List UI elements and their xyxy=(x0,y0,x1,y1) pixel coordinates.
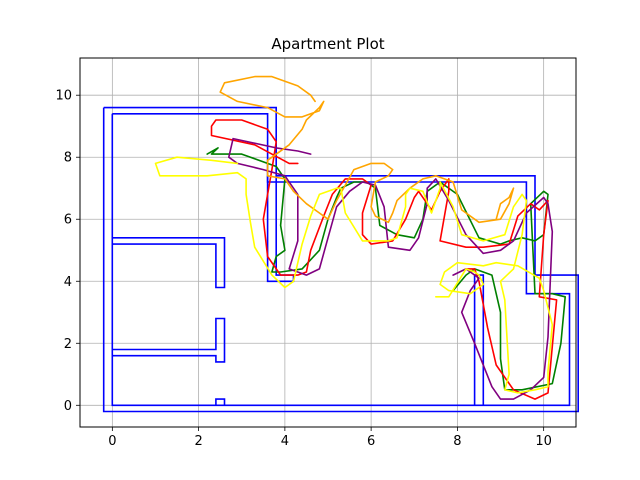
trajectory-line-yellow xyxy=(154,156,554,394)
y-tick-label-3: 6 xyxy=(64,213,72,228)
y-tick-label-4: 8 xyxy=(64,151,72,166)
plot-frame xyxy=(79,57,577,428)
x-tick-label-0: 0 xyxy=(108,434,116,449)
trajectory-series xyxy=(154,75,567,400)
chart-title: Apartment Plot xyxy=(271,35,384,53)
trajectory-line-purple xyxy=(228,137,554,400)
x-tick-label-2: 4 xyxy=(281,434,289,449)
y-tick-label-5: 10 xyxy=(55,89,72,104)
wall-segment-3 xyxy=(112,317,226,363)
wall-segment-4 xyxy=(215,398,226,406)
wall-segment-1 xyxy=(111,113,571,407)
y-axis-ticks: 0 2 4 6 8 10 xyxy=(55,89,80,414)
y-tick-label-2: 4 xyxy=(64,275,72,290)
y-tick-label-0: 0 xyxy=(64,399,72,414)
y-tick-label-1: 2 xyxy=(64,337,72,352)
x-axis-ticks: 0 2 4 6 8 10 xyxy=(108,427,552,449)
x-tick-label-1: 2 xyxy=(194,434,202,449)
x-tick-label-5: 10 xyxy=(535,434,552,449)
x-tick-label-3: 6 xyxy=(367,434,375,449)
trajectory-line-orange xyxy=(219,75,515,224)
x-tick-label-4: 8 xyxy=(453,434,461,449)
trajectory-line-red xyxy=(210,119,558,400)
wall-segment-2 xyxy=(112,237,226,289)
